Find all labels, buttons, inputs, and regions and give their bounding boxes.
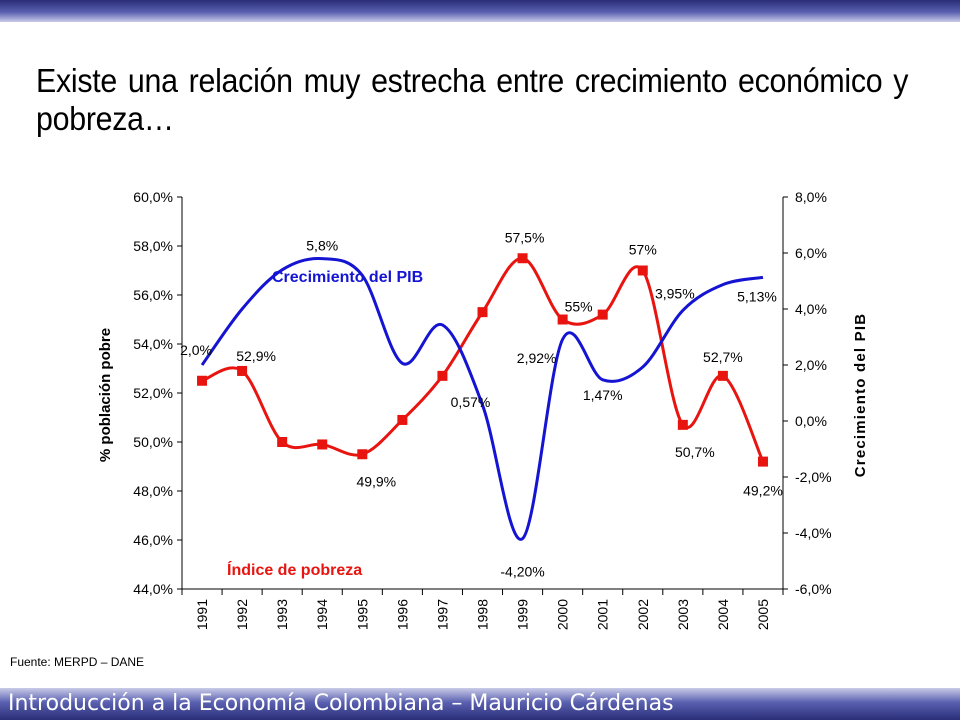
gdp-data-label: 1,47% [583, 387, 623, 403]
left-tick-label: 44,0% [133, 581, 173, 597]
poverty-data-label: 52,7% [703, 349, 743, 365]
poverty-marker [197, 375, 208, 386]
x-tick-label: 2000 [555, 599, 571, 630]
x-tick-label: 1992 [234, 599, 250, 630]
y-axis-label-left: % población pobre [97, 328, 114, 462]
slide-title: Existe una relación muy estrecha entre c… [36, 62, 909, 137]
right-tick-label: -2,0% [795, 469, 832, 485]
chart-series [197, 253, 768, 541]
poverty-marker [277, 437, 288, 447]
gdp-data-label: 2,92% [517, 350, 557, 366]
gdp-data-label: 3,95% [655, 285, 695, 301]
poverty-marker [437, 370, 448, 381]
right-tick-label: 2,0% [795, 357, 827, 373]
x-tick-label: 1994 [314, 599, 330, 630]
gdp-data-label: 5,13% [737, 288, 777, 304]
right-tick-label: 4,0% [795, 301, 827, 317]
right-tick-label: -6,0% [795, 581, 832, 597]
source-note: Fuente: MERPD – DANE [10, 655, 145, 669]
left-tick-label: 56,0% [133, 287, 173, 303]
x-tick-label: 1993 [274, 599, 290, 630]
gdp-data-label: 2,0% [180, 342, 212, 358]
gdp-data-label: 5,8% [306, 238, 338, 254]
poverty-data-label: 49,2% [743, 483, 783, 499]
footer-banner: Introducción a la Economía Colombiana – … [0, 688, 960, 720]
gdp-data-label: -4,20% [500, 564, 544, 580]
poverty-marker [717, 370, 728, 381]
poverty-data-label: 52,9% [236, 348, 276, 364]
x-tick-label: 1991 [194, 599, 210, 630]
x-tick-label: 1997 [434, 599, 450, 630]
poverty-marker [397, 414, 408, 425]
poverty-marker [477, 307, 488, 318]
poverty-data-label: 49,9% [356, 473, 396, 489]
series-label-poverty: Índice de pobreza [227, 560, 362, 579]
poverty-marker [237, 365, 248, 376]
poverty-marker [597, 309, 608, 320]
right-tick-label: 6,0% [795, 245, 827, 261]
poverty-data-label: 55% [565, 299, 593, 315]
x-tick-label: 2001 [595, 599, 611, 630]
poverty-marker [357, 449, 368, 460]
y-axis-label-right: Crecimiento del PIB [852, 313, 869, 478]
top-banner [0, 0, 960, 22]
footer-text: Introducción a la Economía Colombiana – … [8, 691, 674, 716]
gdp-growth-line [200, 256, 764, 541]
left-tick-label: 48,0% [133, 483, 173, 499]
left-tick-label: 54,0% [133, 336, 173, 352]
poverty-marker [677, 419, 688, 430]
chart-data-labels: 52,9% 49,9% 57,5% 55% 57% 50,7% 52,7% 49,2% 2,0%… [180, 229, 783, 579]
left-tick-label: 46,0% [133, 532, 173, 548]
right-tick-label: 8,0% [795, 189, 827, 205]
poverty-data-label: 50,7% [675, 444, 715, 460]
x-tick-label: 1999 [515, 599, 531, 630]
x-tick-label: 2002 [635, 599, 651, 630]
poverty-data-label: 57% [629, 242, 657, 258]
right-tick-label: 0,0% [795, 413, 827, 429]
x-tick-label: 2004 [715, 599, 731, 630]
poverty-marker [757, 456, 768, 467]
right-tick-label: -4,0% [795, 525, 832, 541]
left-tick-label: 60,0% [133, 189, 173, 205]
poverty-marker [517, 253, 528, 264]
poverty-marker [557, 314, 568, 325]
x-tick-label: 2005 [755, 599, 771, 630]
poverty-marker [317, 439, 328, 450]
chart-axes: 60,0% 58,0% 56,0% 54,0% 52,0% 50,0% 48,0% 46,0%… [133, 189, 831, 630]
x-tick-label: 1996 [394, 599, 410, 630]
left-tick-label: 52,0% [133, 385, 173, 401]
gdp-data-label: 0,57% [451, 394, 491, 410]
x-tick-label: 1995 [354, 599, 370, 630]
x-tick-label: 2003 [675, 599, 691, 630]
x-tick-label: 1998 [475, 599, 491, 630]
left-tick-label: 50,0% [133, 434, 173, 450]
poverty-marker [637, 265, 648, 276]
poverty-data-label: 57,5% [505, 229, 545, 245]
left-tick-label: 58,0% [133, 238, 173, 254]
series-label-gdp: Crecimiento del PIB [272, 269, 423, 286]
